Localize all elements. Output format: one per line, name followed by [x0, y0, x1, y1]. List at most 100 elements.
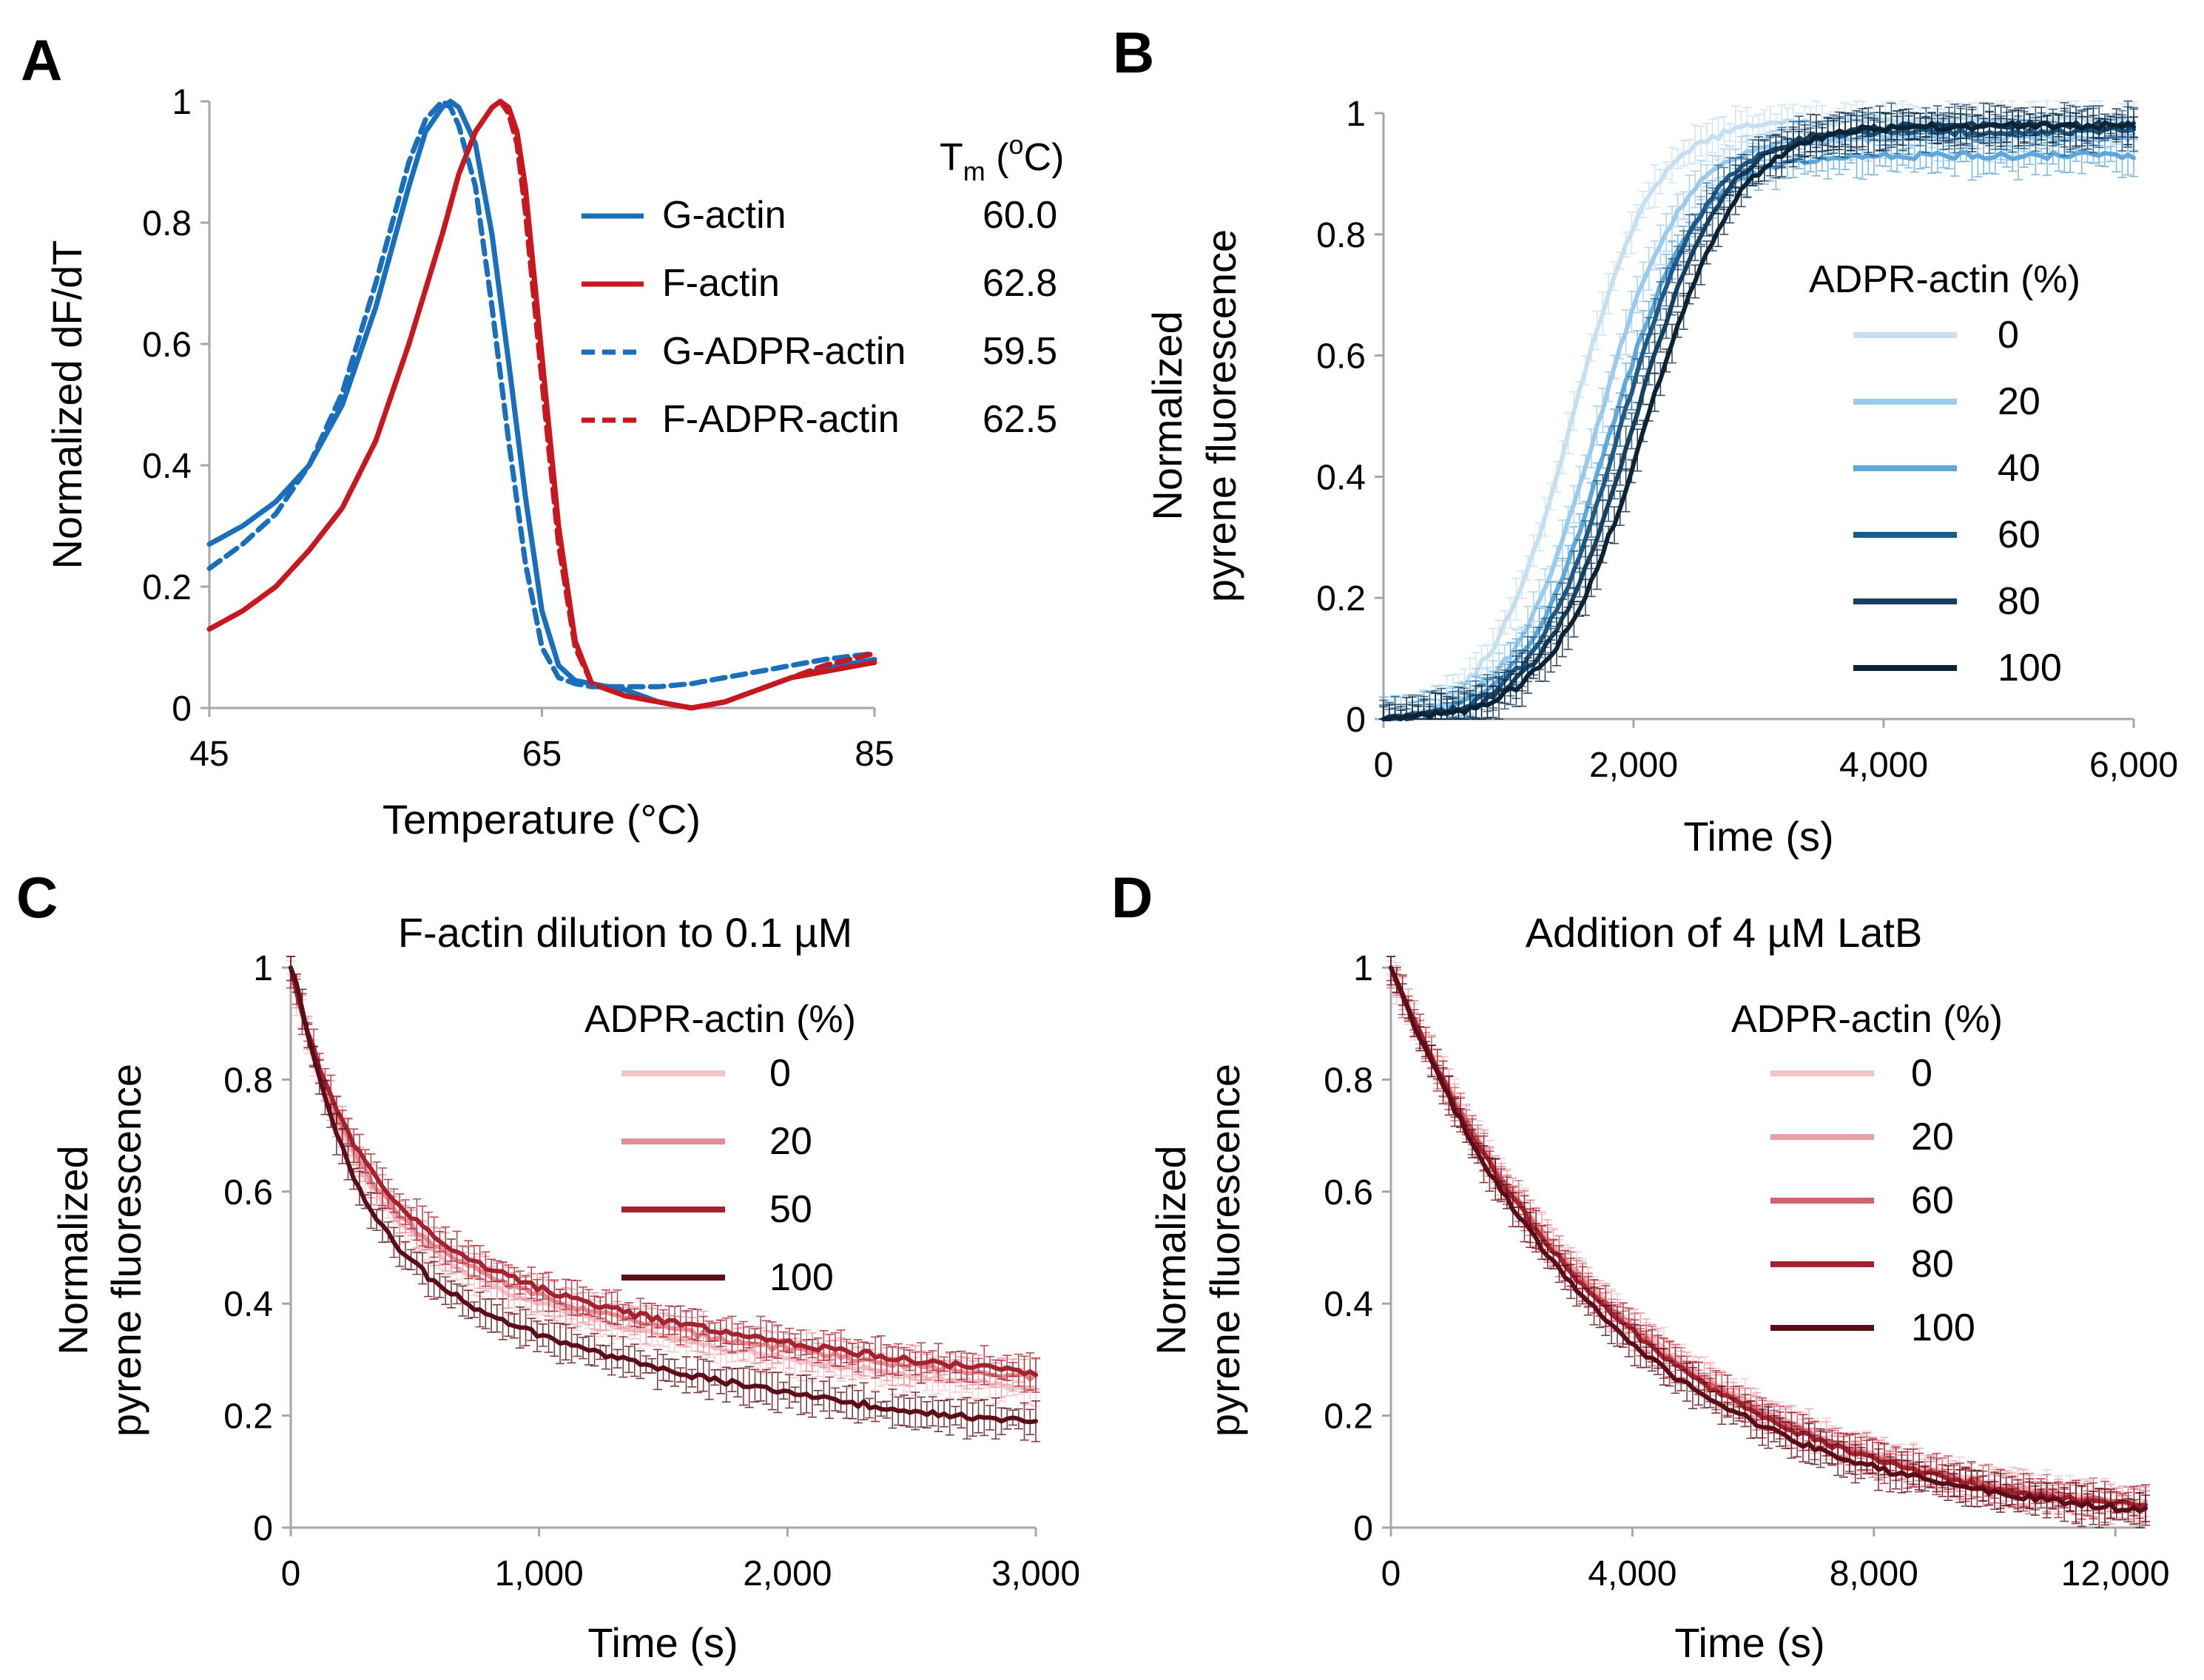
- panel-b: B 0 0.2 0.4 0.6 0.8 1 0 2,000 4,000 6,000 Time (s…: [1113, 20, 2178, 860]
- panel-d-x-tick-label: 0: [1381, 1554, 1401, 1593]
- panel-d-x-tick-label: 4,000: [1588, 1554, 1676, 1593]
- panel-b-y-tick-label: 0.4: [1316, 458, 1366, 497]
- panel-b-y-tick-label: 0.8: [1316, 216, 1366, 255]
- panel-d-legend-label: 80: [1911, 1243, 1954, 1286]
- panel-b-legend-label: 80: [1998, 580, 2040, 623]
- panel-b-tick-labels: 0 0.2 0.4 0.6 0.8 1 0 2,000 4,000 6,000: [1316, 95, 2178, 785]
- panel-c-x-label: Time (s): [587, 1619, 738, 1666]
- panel-a-y-tick-label: 0.2: [142, 568, 192, 607]
- panel-b-y-label-line1: Normalized: [1144, 311, 1190, 520]
- panel-b-legend-label: 60: [1998, 513, 2040, 556]
- panel-a-tick-labels: 0 0.2 0.4 0.6 0.8 1 45 65 85: [142, 83, 894, 774]
- panel-a-y-tick-label: 0.8: [142, 204, 192, 243]
- panel-c-legend-label: 20: [769, 1120, 812, 1163]
- panel-c-y-tick-label: 0: [253, 1509, 273, 1548]
- panel-d-tick-labels: 0 0.2 0.4 0.6 0.8 1 0 4,000 8,000 12,000: [1324, 949, 2169, 1593]
- panel-d-y-tick-label: 0.2: [1324, 1397, 1373, 1437]
- panel-d-series-100-line: [1389, 965, 2148, 1514]
- panel-a-x-tick-label: 85: [855, 735, 894, 774]
- panel-c-series: [286, 956, 1040, 1443]
- panel-c-legend-title: ADPR-actin (%): [584, 998, 856, 1041]
- panel-c-tick-labels: 0 0.2 0.4 0.6 0.8 1 0 1,000 2,000 3,000: [223, 949, 1080, 1593]
- panel-b-y-tick-label: 0.6: [1316, 337, 1366, 377]
- panel-b-x-tick-label: 4,000: [1839, 746, 1928, 785]
- panel-c-legend-label: 50: [769, 1188, 812, 1231]
- panel-b-series-20-line: [1381, 131, 2136, 721]
- panel-letter-d: D: [1111, 865, 1153, 930]
- panel-d-legend-label: 20: [1911, 1116, 1954, 1158]
- panel-d-y-tick-label: 0.8: [1324, 1061, 1373, 1100]
- panel-c-x-tick-label: 2,000: [743, 1554, 832, 1593]
- panel-c-title: F-actin dilution to 0.1 µM: [398, 909, 852, 956]
- panel-d: D Addition of 4 µM LatB 0 0.2 0.4 0.6 0.8 1 0 4…: [1111, 865, 2170, 1666]
- panel-a-x-tick-label: 65: [522, 735, 562, 774]
- panel-c-series-50-line: [289, 965, 1038, 1377]
- panel-d-legend-title: ADPR-actin (%): [1731, 998, 2003, 1041]
- panel-a-legend: G-actin 60.0 F-actin 62.8 G-ADPR-actin 59.5 F-…: [582, 194, 1057, 441]
- panel-b-legend-title: ADPR-actin (%): [1809, 258, 2080, 301]
- panel-a-series-g-adpr-actin-line: [206, 98, 877, 689]
- panel-c-legend-label: 0: [769, 1052, 791, 1095]
- panel-a-legend-tm: 59.5: [983, 330, 1057, 373]
- panel-a-legend-label: G-ADPR-actin: [662, 330, 906, 373]
- panel-b-y-label-line2: pyrene fluorescence: [1198, 229, 1244, 602]
- panel-d-y-tick-label: 0: [1353, 1509, 1373, 1548]
- panel-b-series-40-line: [1381, 149, 2136, 721]
- panel-b-series: [1379, 100, 2138, 721]
- panel-a-legend-header: Tm (oC): [940, 129, 1064, 186]
- panel-b-series-100-line: [1381, 120, 2136, 721]
- panel-b-legend-label: 100: [1998, 647, 2062, 689]
- panel-b-x-tick-label: 6,000: [2089, 746, 2178, 785]
- panel-b-y-tick-label: 0: [1346, 701, 1366, 740]
- panel-a-legend-label: F-actin: [662, 262, 780, 305]
- panel-d-series: [1386, 956, 2150, 1528]
- panel-c-x-tick-label: 1,000: [495, 1554, 584, 1593]
- panel-b-y-tick-label: 0.2: [1316, 579, 1366, 618]
- panel-a-series-f-adpr-actin-line: [206, 98, 877, 711]
- panel-d-y-label-line1: Normalized: [1148, 1145, 1194, 1355]
- panel-a-y-tick-label: 1: [172, 83, 192, 122]
- panel-c-y-label-line1: Normalized: [50, 1145, 96, 1355]
- panel-b-legend-label: 40: [1998, 447, 2040, 490]
- panel-b-y-tick-label: 1: [1346, 95, 1366, 134]
- panel-d-legend-label: 100: [1911, 1306, 1975, 1349]
- panel-a-legend-tm: 62.8: [983, 262, 1057, 305]
- panel-a-series: [206, 98, 877, 711]
- panel-d-y-tick-label: 0.4: [1324, 1285, 1373, 1324]
- panel-c-y-tick-label: 0.4: [223, 1285, 273, 1324]
- panel-b-legend-label: 0: [1998, 314, 2019, 357]
- panel-a-y-label: Normalized dF/dT: [44, 240, 90, 569]
- panel-d-y-tick-label: 1: [1353, 949, 1373, 988]
- panel-c: C F-actin dilution to 0.1 µM 0 0.2 0.4 0.6 0…: [16, 865, 1080, 1666]
- panel-c-x-tick-label: 0: [281, 1554, 301, 1593]
- panel-c-y-tick-label: 0.6: [223, 1173, 273, 1212]
- panel-b-x-tick-label: 2,000: [1589, 746, 1678, 785]
- panel-b-x-tick-label: 0: [1374, 746, 1394, 785]
- panel-a-legend-tm: 62.5: [983, 398, 1057, 441]
- panel-d-y-tick-label: 0.6: [1324, 1173, 1373, 1212]
- panel-b-series-100-errorbars: [1379, 100, 2138, 720]
- panel-c-legend-label: 100: [769, 1256, 834, 1299]
- panel-d-legend-label: 60: [1911, 1179, 1954, 1222]
- panel-a-legend-label: F-ADPR-actin: [662, 398, 900, 441]
- panel-d-y-label-line2: pyrene fluorescence: [1202, 1064, 1248, 1437]
- panel-a-y-tick-label: 0.4: [142, 447, 192, 486]
- panel-b-legend-label: 20: [1998, 380, 2040, 423]
- panel-letter-a: A: [21, 27, 62, 92]
- panel-c-y-label-line2: pyrene fluorescence: [103, 1064, 149, 1437]
- panel-a-legend-tm: 60.0: [983, 194, 1057, 237]
- panel-letter-c: C: [16, 865, 58, 930]
- panel-b-series-60-line: [1381, 125, 2136, 721]
- panel-a-y-tick-label: 0: [172, 689, 192, 729]
- panel-d-x-tick-label: 8,000: [1830, 1554, 1918, 1593]
- panel-b-series-0-line: [1381, 113, 2136, 721]
- panel-c-y-tick-label: 0.2: [223, 1397, 273, 1437]
- panel-b-x-label: Time (s): [1683, 813, 1833, 860]
- panel-a-x-tick-label: 45: [189, 735, 229, 774]
- panel-d-x-tick-label: 12,000: [2061, 1554, 2170, 1593]
- panel-d-legend: 0 20 60 80 100: [1770, 1052, 1975, 1349]
- panel-c-y-tick-label: 1: [253, 949, 273, 988]
- panel-d-title: Addition of 4 µM LatB: [1526, 909, 1923, 956]
